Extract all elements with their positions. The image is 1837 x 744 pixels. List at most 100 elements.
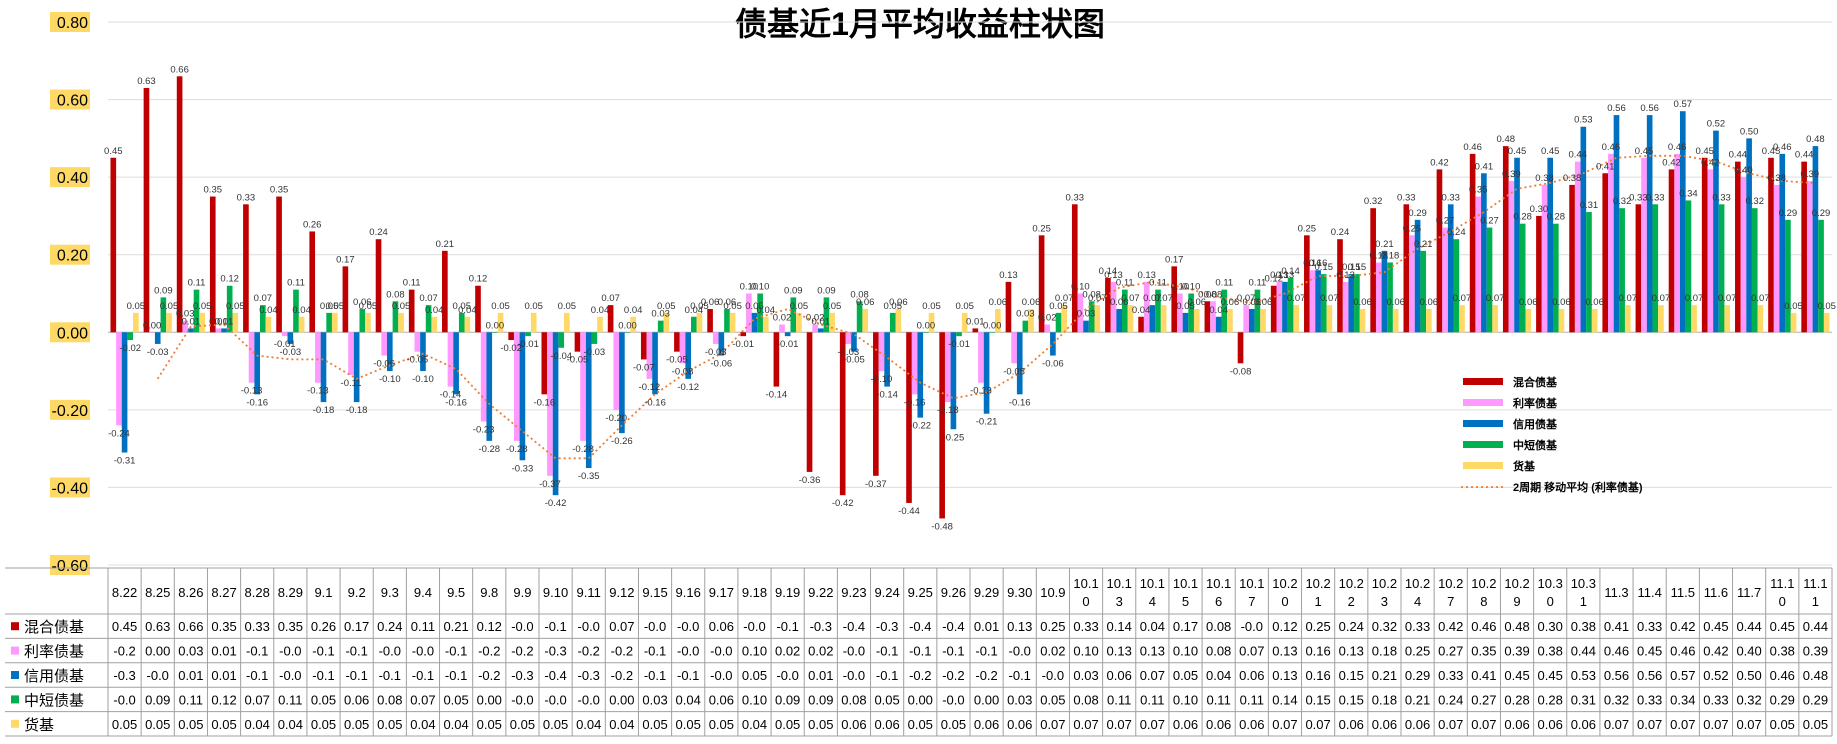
- bar: [276, 196, 282, 333]
- table-cell: 0.21: [443, 619, 468, 634]
- category-label: 9.19: [775, 585, 800, 600]
- table-cell: -0.1: [876, 644, 898, 659]
- category-label: 7: [1447, 594, 1454, 609]
- bar: [873, 332, 879, 476]
- bar: [1746, 138, 1752, 333]
- bar: [1602, 173, 1609, 333]
- table-cell: 0.05: [941, 717, 966, 732]
- table-cell: 0.27: [1438, 644, 1463, 659]
- table-cell: 0.04: [742, 717, 767, 732]
- bar: [420, 332, 426, 372]
- data-label: 0.09: [154, 285, 173, 296]
- y-tick-label: -0.40: [52, 480, 89, 497]
- category-label: 0: [1281, 594, 1288, 609]
- data-label: 0.21: [436, 239, 455, 250]
- bar: [630, 316, 636, 333]
- data-label: -0.02: [500, 343, 522, 354]
- data-label: 0.06: [701, 297, 720, 308]
- table-cell: -0.0: [511, 692, 533, 707]
- table-cell: 0.06: [1571, 717, 1596, 732]
- bar: [1171, 266, 1178, 333]
- table-cell: -0.0: [279, 644, 301, 659]
- table-cell: 0.09: [775, 692, 800, 707]
- bar: [1685, 200, 1692, 333]
- bar: [796, 312, 802, 333]
- table-cell: 0.05: [775, 717, 800, 732]
- data-label: 0.04: [259, 305, 278, 316]
- bar: [1459, 305, 1465, 333]
- bar: [513, 332, 520, 441]
- data-label: 0.21: [1414, 239, 1433, 250]
- data-label: 0.45: [1541, 146, 1560, 157]
- table-cell: -0.0: [1009, 644, 1031, 659]
- table-cell: -0.2: [611, 668, 633, 683]
- bar: [1785, 219, 1791, 333]
- bar: [1635, 204, 1642, 333]
- data-label: 0.00: [618, 320, 637, 331]
- data-label: 0.13: [1336, 270, 1355, 281]
- data-label: 0.14: [1099, 266, 1118, 277]
- table-cell: 0.11: [1206, 692, 1230, 707]
- table-cell: -0.2: [578, 644, 600, 659]
- y-tick-highlight: [50, 244, 90, 265]
- data-label: 0.05: [1176, 301, 1195, 312]
- table-cell: 0.11: [1140, 692, 1164, 707]
- data-label: 0.04: [292, 305, 311, 316]
- data-label: -0.48: [931, 521, 953, 532]
- table-cell: -0.0: [644, 619, 666, 634]
- table-cell: 0.06: [709, 619, 734, 634]
- bar: [1414, 219, 1421, 333]
- data-label: 0.04: [1132, 305, 1151, 316]
- bar: [640, 332, 647, 360]
- y-tick-label: 0.00: [57, 325, 88, 342]
- table-cell: 0.33: [1703, 692, 1728, 707]
- data-label: 0.07: [601, 293, 620, 304]
- bar: [1646, 115, 1653, 333]
- bar: [1204, 301, 1211, 333]
- bar: [458, 312, 465, 333]
- bar: [525, 332, 531, 337]
- bar: [624, 332, 631, 333]
- bar: [1227, 309, 1233, 333]
- category-label: 9.10: [543, 585, 568, 600]
- data-label: 0.01: [812, 316, 831, 327]
- table-cell: 0.05: [145, 717, 170, 732]
- data-label: 0.09: [784, 285, 803, 296]
- data-label: 0.25: [1032, 223, 1051, 234]
- bar: [1641, 157, 1647, 333]
- bar: [182, 320, 189, 333]
- data-label: 0.34: [1679, 188, 1698, 199]
- table-cell: 0.07: [1239, 644, 1264, 659]
- category-label: 7: [1248, 594, 1255, 609]
- table-cell: 0.07: [1107, 717, 1132, 732]
- bar: [1055, 312, 1062, 333]
- bar: [1044, 324, 1051, 333]
- table-cell: -0.1: [445, 644, 467, 659]
- data-label: -0.16: [644, 397, 666, 408]
- bar: [1613, 115, 1620, 333]
- bar: [989, 332, 996, 333]
- table-cell: -0.0: [1042, 668, 1064, 683]
- table-cell: -0.2: [611, 644, 633, 659]
- bar: [309, 231, 316, 333]
- data-label: 0.33: [1712, 192, 1731, 203]
- table-cell: 0.06: [1206, 717, 1231, 732]
- table-cell: 0.07: [1637, 717, 1662, 732]
- bar: [1553, 223, 1559, 333]
- data-label: 0.38: [1563, 173, 1582, 184]
- table-cell: 0.45: [1637, 644, 1662, 659]
- table-cell: 0.56: [1604, 668, 1629, 683]
- data-label: 0.04: [425, 305, 444, 316]
- table-cell: 0.05: [642, 717, 667, 732]
- data-label: 0.50: [1740, 126, 1759, 137]
- bar: [1751, 208, 1758, 333]
- data-label: -0.18: [313, 405, 335, 416]
- bar: [1016, 332, 1023, 395]
- y-tick-highlight: [50, 12, 90, 32]
- table-cell: 0.00: [145, 644, 170, 659]
- table-row-swatch: [11, 646, 19, 655]
- table-cell: 0.21: [1405, 692, 1430, 707]
- data-label: 0.41: [1475, 161, 1494, 172]
- bar: [1381, 250, 1388, 333]
- data-label: 0.04: [591, 305, 610, 316]
